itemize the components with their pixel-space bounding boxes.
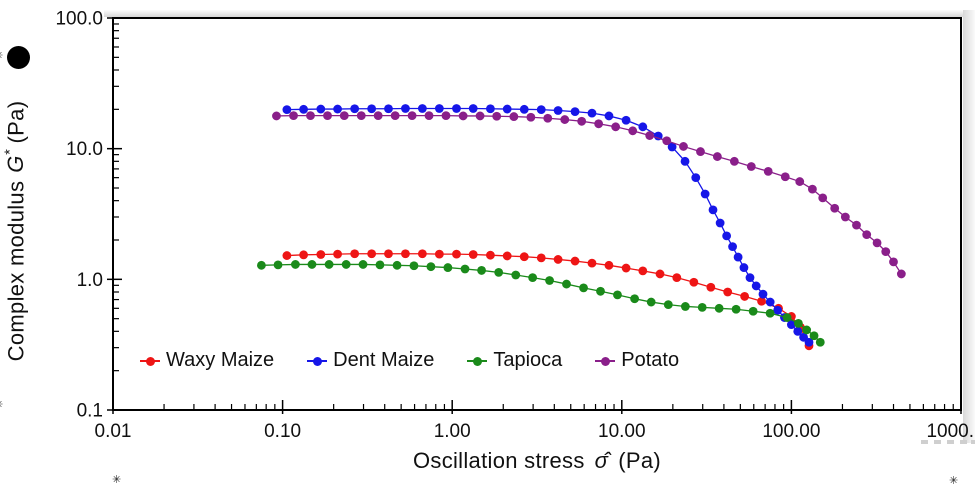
legend-item-dent-maize: Dent Maize: [307, 349, 434, 372]
x-title-units: (Pa): [618, 448, 661, 473]
svg-text:1.0: 1.0: [77, 270, 103, 291]
x-axis-title: Oscillation stress σ̂ (Pa): [113, 448, 961, 474]
x-title-text: Oscillation stress: [412, 448, 585, 473]
legend-marker-icon: [467, 356, 488, 366]
legend-item-potato: Potato: [595, 349, 679, 372]
legend-item-waxy-maize: Waxy Maize: [140, 349, 274, 372]
y-axis-series-marker-circle-icon: [7, 46, 30, 69]
gray-tick-fragment: [960, 440, 967, 444]
legend-marker-icon: [307, 356, 328, 366]
svg-text:100.0: 100.0: [55, 9, 103, 30]
clipped-asterisk-fragment: ✳: [0, 400, 3, 411]
gray-tick-fragment: [971, 440, 975, 444]
legend-item-tapioca: Tapioca: [467, 349, 562, 372]
legend: Waxy Maize Dent Maize Tapioca Potato: [140, 349, 679, 372]
gray-tick-fragment: [947, 440, 954, 444]
svg-text:0.01: 0.01: [95, 421, 132, 442]
gray-tick-fragment: [921, 440, 928, 444]
y-title-symbol: G*: [3, 149, 29, 173]
svg-text:1000.: 1000.: [926, 421, 974, 442]
svg-text:0.1: 0.1: [77, 401, 103, 422]
bevel-top-edge: [104, 10, 975, 17]
legend-label: Dent Maize: [333, 349, 435, 371]
legend-marker-icon: [595, 356, 616, 366]
svg-text:10.0: 10.0: [66, 139, 103, 160]
svg-text:10.00: 10.00: [598, 421, 646, 442]
y-axis-title: Complex modulus G* (Pa): [3, 101, 29, 362]
svg-text:1.00: 1.00: [434, 421, 471, 442]
svg-text:100.00: 100.00: [762, 421, 820, 442]
x-title-symbol: σ̂: [594, 448, 609, 473]
svg-text:0.10: 0.10: [264, 421, 301, 442]
y-title-units: (Pa): [3, 100, 29, 144]
clipped-asterisk-fragment: ✳: [949, 475, 959, 485]
clipped-asterisk-fragment: ✳: [112, 474, 122, 485]
legend-label: Waxy Maize: [166, 349, 275, 371]
legend-marker-icon: [140, 356, 160, 366]
bevel-right-edge: [963, 10, 975, 443]
gray-tick-fragment: [934, 440, 941, 444]
clipped-asterisk-fragment: ✳: [0, 51, 3, 62]
legend-label: Tapioca: [493, 349, 563, 371]
legend-label: Potato: [621, 349, 680, 371]
y-title-text: Complex modulus: [3, 180, 29, 362]
